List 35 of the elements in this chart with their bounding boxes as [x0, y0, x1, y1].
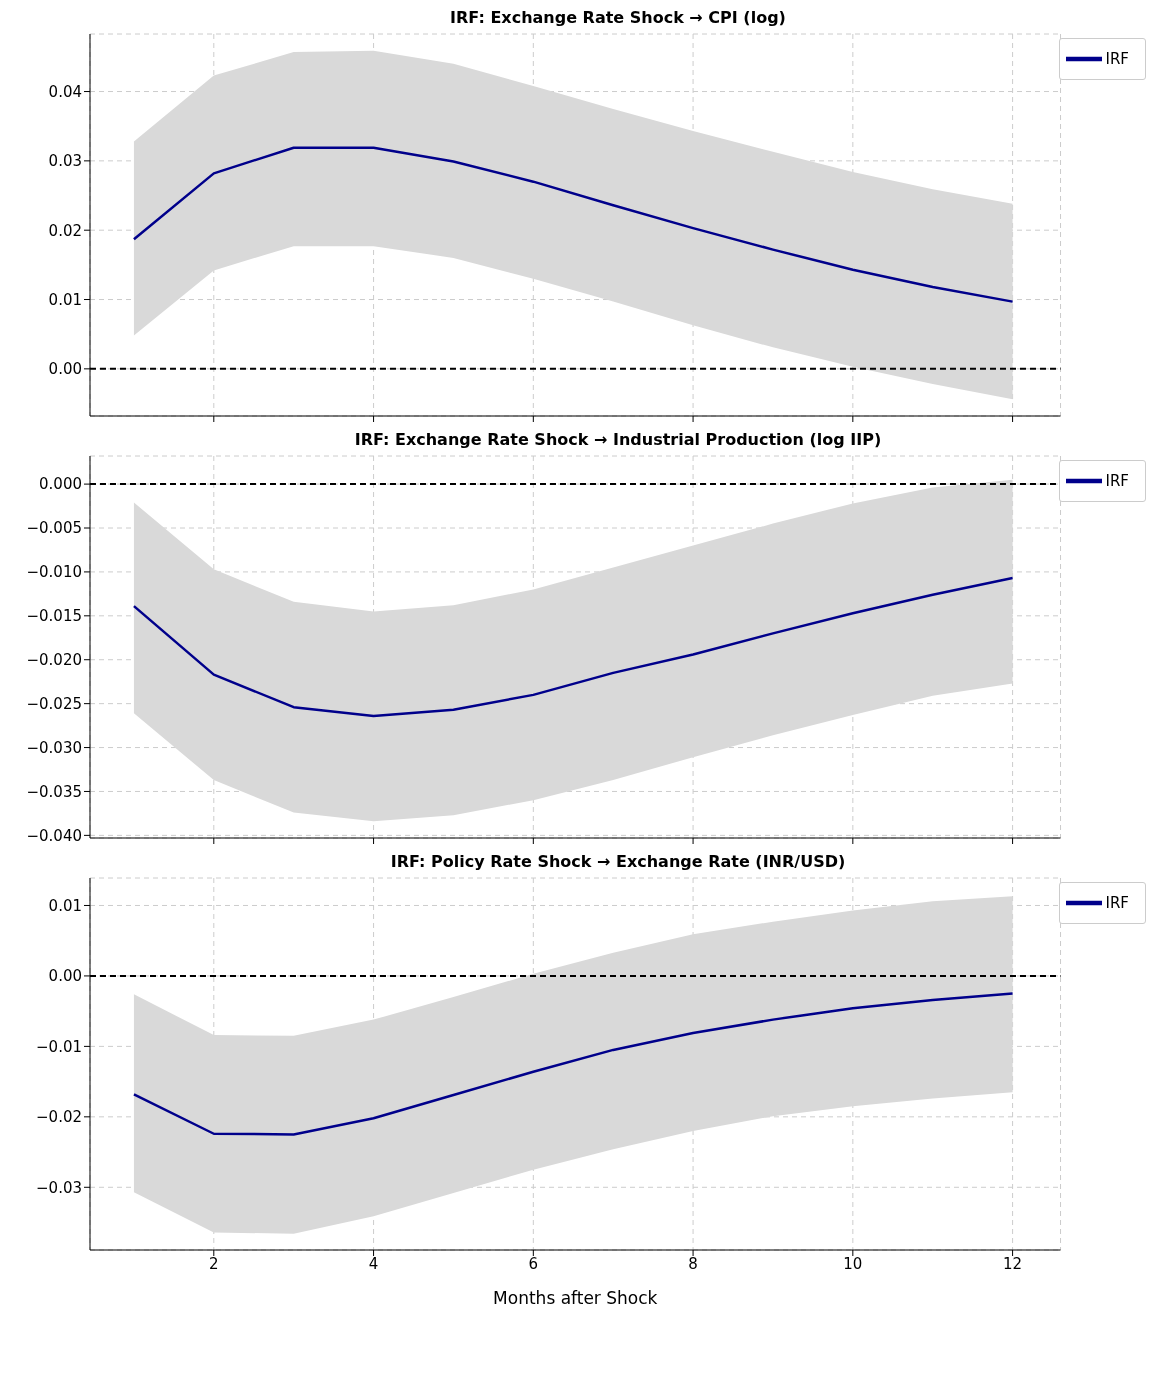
x-axis-title: Months after Shock [493, 1288, 658, 1309]
x-tick-label: 10 [843, 1254, 863, 1273]
x-tick-label: 8 [688, 1254, 698, 1273]
line-series [132, 576, 1014, 718]
y-tick-label: 0.01 [48, 290, 82, 309]
legend-label: IRF [1105, 49, 1129, 68]
x-tick-label: 4 [368, 1254, 379, 1273]
chart-title: IRF: Exchange Rate Shock → CPI (log) [449, 8, 787, 29]
line-series [132, 992, 1014, 1136]
y-tick-label: 0.01 [48, 896, 82, 915]
y-tick-label: −0.025 [26, 694, 82, 713]
x-tick-label: 12 [1003, 1254, 1023, 1273]
line-series [132, 146, 1014, 303]
x-tick-label: 2 [209, 1254, 219, 1273]
chart-title: IRF: Policy Rate Shock → Exchange Rate (INR/USD) [389, 852, 847, 873]
y-tick-label: −0.030 [26, 738, 82, 757]
y-tick-label: −0.015 [26, 607, 82, 626]
y-tick-label: −0.01 [36, 1037, 82, 1056]
y-tick-label: 0.000 [39, 475, 82, 494]
y-tick-label: −0.005 [26, 519, 82, 538]
x-tick-label: 6 [528, 1254, 539, 1273]
y-tick-label: −0.010 [26, 563, 82, 582]
y-tick-label: −0.02 [36, 1108, 82, 1127]
y-tick-label: 0.00 [48, 360, 82, 379]
y-tick-label: 0.02 [48, 221, 82, 240]
y-tick-label: 0.03 [48, 152, 82, 171]
y-tick-label: 0.04 [48, 82, 82, 101]
legend-label: IRF [1105, 893, 1129, 912]
y-tick-label: −0.035 [26, 782, 82, 801]
legend-label: IRF [1105, 471, 1129, 490]
chart-title: IRF: Exchange Rate Shock → Industrial Production (log IIP) [353, 430, 883, 451]
y-tick-label: −0.020 [26, 651, 82, 670]
y-tick-label: −0.040 [26, 826, 82, 845]
y-tick-label: −0.03 [36, 1178, 82, 1197]
y-tick-label: 0.00 [48, 967, 82, 986]
